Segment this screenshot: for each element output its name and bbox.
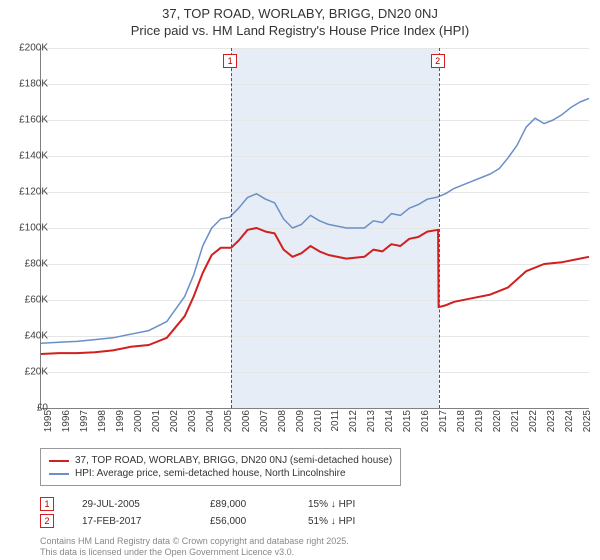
xtick-label: 2005 bbox=[223, 410, 234, 432]
chart-title: 37, TOP ROAD, WORLABY, BRIGG, DN20 0NJ P… bbox=[0, 0, 600, 40]
footer-line-2: This data is licensed under the Open Gov… bbox=[40, 547, 294, 557]
xtick-label: 2002 bbox=[169, 410, 180, 432]
plot-area bbox=[40, 48, 589, 409]
ytick-label: £60K bbox=[4, 295, 48, 306]
xtick-label: 1999 bbox=[115, 410, 126, 432]
legend-item-hpi: HPI: Average price, semi-detached house,… bbox=[49, 468, 392, 479]
xtick-label: 2025 bbox=[582, 410, 593, 432]
annotation-row-1: 1 29-JUL-2005 £89,000 15% ↓ HPI bbox=[40, 497, 398, 511]
marker-box-1: 1 bbox=[223, 54, 237, 68]
xtick-label: 2001 bbox=[151, 410, 162, 432]
annotation-delta-1: 15% ↓ HPI bbox=[308, 499, 398, 510]
title-line-1: 37, TOP ROAD, WORLABY, BRIGG, DN20 0NJ bbox=[162, 6, 438, 21]
annotation-date-1: 29-JUL-2005 bbox=[82, 499, 182, 510]
xtick-label: 1997 bbox=[79, 410, 90, 432]
xtick-label: 2007 bbox=[259, 410, 270, 432]
legend-swatch-hpi bbox=[49, 473, 69, 475]
xtick-label: 1995 bbox=[43, 410, 54, 432]
xtick-label: 2010 bbox=[313, 410, 324, 432]
xtick-label: 2022 bbox=[528, 410, 539, 432]
legend: 37, TOP ROAD, WORLABY, BRIGG, DN20 0NJ (… bbox=[40, 448, 401, 486]
marker-vline bbox=[439, 48, 440, 408]
title-line-2: Price paid vs. HM Land Registry's House … bbox=[131, 23, 469, 38]
ytick-label: £200K bbox=[4, 43, 48, 54]
ytick-label: £140K bbox=[4, 151, 48, 162]
xtick-label: 2023 bbox=[546, 410, 557, 432]
xtick-label: 2019 bbox=[474, 410, 485, 432]
xtick-label: 2016 bbox=[420, 410, 431, 432]
ytick-label: £100K bbox=[4, 223, 48, 234]
annotation-price-1: £89,000 bbox=[210, 499, 280, 510]
ytick-label: £40K bbox=[4, 331, 48, 342]
annotation-marker-1: 1 bbox=[40, 497, 54, 511]
xtick-label: 2012 bbox=[348, 410, 359, 432]
legend-label-property: 37, TOP ROAD, WORLABY, BRIGG, DN20 0NJ (… bbox=[75, 455, 392, 466]
chart-svg bbox=[41, 48, 589, 408]
annotation-date-2: 17-FEB-2017 bbox=[82, 516, 182, 527]
xtick-label: 2006 bbox=[241, 410, 252, 432]
ytick-label: £80K bbox=[4, 259, 48, 270]
xtick-label: 2020 bbox=[492, 410, 503, 432]
annotation-marker-2: 2 bbox=[40, 514, 54, 528]
xtick-label: 2009 bbox=[295, 410, 306, 432]
legend-label-hpi: HPI: Average price, semi-detached house,… bbox=[75, 468, 346, 479]
xtick-label: 2024 bbox=[564, 410, 575, 432]
annotation-delta-2: 51% ↓ HPI bbox=[308, 516, 398, 527]
series-hpi bbox=[41, 98, 589, 343]
xtick-label: 2004 bbox=[205, 410, 216, 432]
legend-item-property: 37, TOP ROAD, WORLABY, BRIGG, DN20 0NJ (… bbox=[49, 455, 392, 466]
xtick-label: 1996 bbox=[61, 410, 72, 432]
ytick-label: £0 bbox=[4, 403, 48, 414]
footer-line-1: Contains HM Land Registry data © Crown c… bbox=[40, 536, 349, 546]
ytick-label: £20K bbox=[4, 367, 48, 378]
chart-container: 37, TOP ROAD, WORLABY, BRIGG, DN20 0NJ P… bbox=[0, 0, 600, 560]
ytick-label: £120K bbox=[4, 187, 48, 198]
annotation-row-2: 2 17-FEB-2017 £56,000 51% ↓ HPI bbox=[40, 514, 398, 528]
xtick-label: 2013 bbox=[366, 410, 377, 432]
ytick-label: £160K bbox=[4, 115, 48, 126]
ytick-label: £180K bbox=[4, 79, 48, 90]
xtick-label: 2003 bbox=[187, 410, 198, 432]
marker-vline bbox=[231, 48, 232, 408]
xtick-label: 2015 bbox=[402, 410, 413, 432]
xtick-label: 2008 bbox=[277, 410, 288, 432]
xtick-label: 2014 bbox=[384, 410, 395, 432]
xtick-label: 2017 bbox=[438, 410, 449, 432]
marker-box-2: 2 bbox=[431, 54, 445, 68]
annotation-price-2: £56,000 bbox=[210, 516, 280, 527]
annotation-table: 1 29-JUL-2005 £89,000 15% ↓ HPI 2 17-FEB… bbox=[40, 494, 398, 531]
xtick-label: 1998 bbox=[97, 410, 108, 432]
xtick-label: 2011 bbox=[330, 410, 341, 432]
legend-swatch-property bbox=[49, 460, 69, 462]
xtick-label: 2021 bbox=[510, 410, 521, 432]
footer: Contains HM Land Registry data © Crown c… bbox=[40, 536, 349, 558]
xtick-label: 2018 bbox=[456, 410, 467, 432]
xtick-label: 2000 bbox=[133, 410, 144, 432]
